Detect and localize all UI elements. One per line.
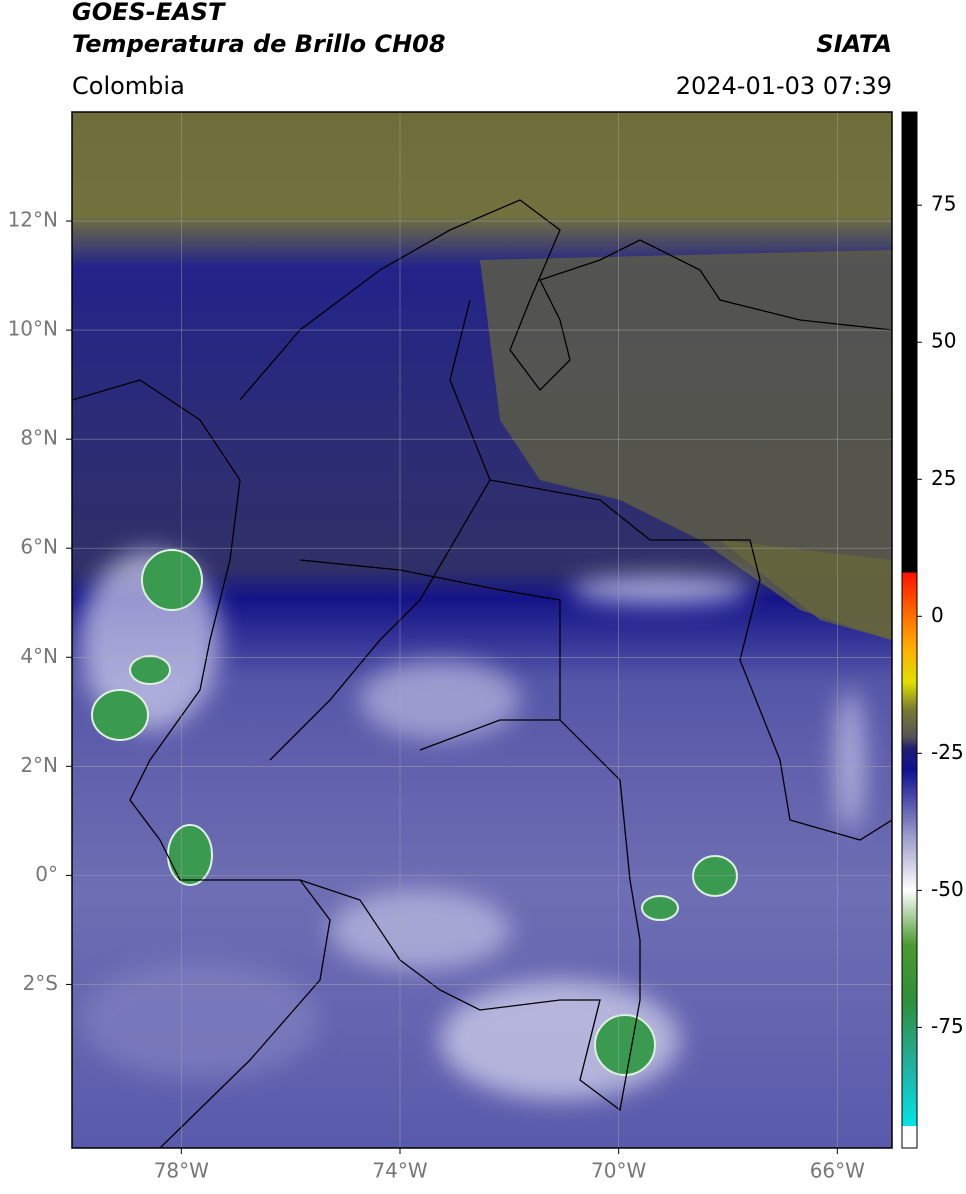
colorbar-label: -25	[931, 740, 964, 764]
y-tick-label: 0°	[35, 862, 58, 886]
y-tick-label: 12°N	[8, 208, 58, 232]
colorbar-fill	[901, 111, 918, 1149]
x-tick-label: 66°W	[810, 1159, 865, 1183]
y-tick-label: 2°N	[20, 753, 58, 777]
colorbar-label: 25	[931, 466, 956, 490]
grid	[72, 112, 892, 1148]
y-tick-label: 10°N	[8, 317, 58, 341]
map-frame	[71, 111, 893, 1149]
colorbar: 75 50 25 0 -25 -50 -75	[901, 111, 964, 1149]
colorbar-label: 75	[931, 192, 956, 216]
colorbar-label: 0	[931, 603, 944, 627]
satellite-image	[72, 112, 892, 1148]
agency: SIATA	[816, 30, 892, 58]
colorbar-label: -50	[931, 877, 964, 901]
x-tick-label: 70°W	[591, 1159, 646, 1183]
title: GOES-EAST	[72, 0, 226, 26]
x-tick-label: 78°W	[154, 1159, 209, 1183]
colorbar-label: -75	[931, 1014, 964, 1038]
colorbar-label: 50	[931, 329, 956, 353]
title: Temperatura de Brillo CH08	[72, 30, 446, 58]
y-tick-label: 2°S	[23, 971, 58, 995]
region: Colombia	[72, 72, 185, 100]
y-tick-label: 8°N	[20, 426, 58, 450]
y-tick-label: 6°N	[20, 535, 58, 559]
timestamp: 2024-01-03 07:39	[676, 72, 892, 100]
x-tick-label: 74°W	[372, 1159, 427, 1183]
y-tick-label: 4°N	[20, 644, 58, 668]
